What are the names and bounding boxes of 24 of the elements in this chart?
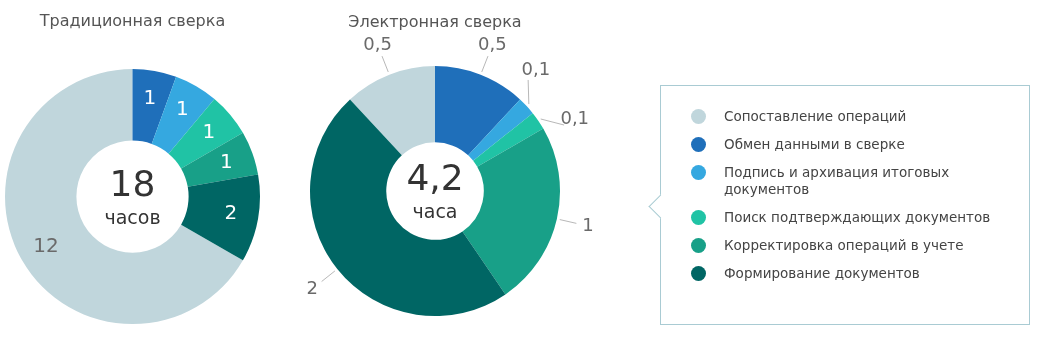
data-label: 2	[306, 276, 318, 298]
data-label: 0,1	[560, 107, 590, 129]
legend-label: Поиск подтверждающих документов	[724, 209, 991, 226]
data-label: 1	[202, 118, 216, 143]
data-label: 0,5	[363, 32, 392, 54]
text: 4,2	[406, 157, 464, 199]
data-label: 1	[143, 84, 157, 109]
chart-title: Традиционная сверка	[38, 10, 226, 30]
data-label: 1	[582, 213, 594, 235]
legend-label: Формирование документов	[724, 265, 920, 282]
data-label: 0,1	[521, 58, 551, 80]
legend-label: Сопоставление операций	[724, 108, 907, 125]
chart-title: Электронная сверка	[348, 11, 522, 31]
data-label: 2	[224, 200, 238, 225]
text: 18	[109, 162, 156, 204]
text: часа	[412, 200, 458, 223]
data-label: 1	[219, 148, 233, 173]
data-label: 0,5	[478, 32, 507, 54]
data-label: 12	[33, 232, 59, 257]
legend-label: Корректировка операций в учете	[724, 237, 964, 254]
data-label: 1	[176, 96, 189, 121]
text: часов	[104, 205, 161, 228]
legend-label: Подпись и архивация итоговых документов	[724, 164, 951, 198]
legend-label: Обмен данными в сверке	[724, 136, 905, 153]
